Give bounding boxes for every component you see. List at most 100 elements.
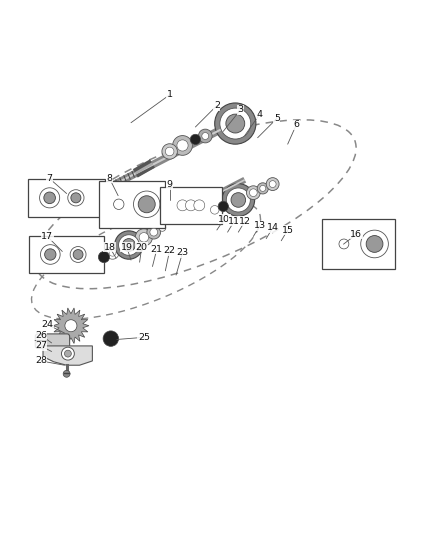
Text: 18: 18 <box>103 243 116 252</box>
Circle shape <box>173 135 192 155</box>
Circle shape <box>190 134 201 144</box>
Circle shape <box>177 140 188 151</box>
Text: 28: 28 <box>35 357 47 366</box>
Text: 15: 15 <box>282 225 293 235</box>
Circle shape <box>64 350 71 357</box>
Circle shape <box>64 186 88 209</box>
Circle shape <box>260 185 266 191</box>
Circle shape <box>339 239 349 249</box>
Circle shape <box>139 232 148 242</box>
Circle shape <box>177 200 188 211</box>
Circle shape <box>180 195 201 215</box>
PathPatch shape <box>43 346 92 365</box>
Circle shape <box>266 177 279 190</box>
Bar <box>322 219 395 269</box>
Circle shape <box>119 235 139 255</box>
Circle shape <box>138 196 155 213</box>
Text: 22: 22 <box>164 246 176 255</box>
Circle shape <box>194 200 205 211</box>
Text: 13: 13 <box>254 221 266 230</box>
Circle shape <box>113 199 124 209</box>
Polygon shape <box>53 308 89 343</box>
Circle shape <box>36 184 64 212</box>
Circle shape <box>257 183 268 194</box>
Circle shape <box>218 201 229 212</box>
Circle shape <box>355 224 394 264</box>
Circle shape <box>366 236 383 252</box>
Circle shape <box>115 231 143 259</box>
Circle shape <box>226 114 245 133</box>
Circle shape <box>198 129 212 143</box>
Circle shape <box>106 246 119 259</box>
Circle shape <box>231 192 246 207</box>
Circle shape <box>172 195 193 215</box>
Circle shape <box>220 108 251 139</box>
Circle shape <box>123 239 135 252</box>
Text: 4: 4 <box>257 110 263 119</box>
Bar <box>29 236 104 273</box>
Circle shape <box>65 320 77 332</box>
Text: 26: 26 <box>35 330 47 340</box>
Text: 7: 7 <box>46 174 53 183</box>
Text: 3: 3 <box>237 106 244 114</box>
Circle shape <box>134 191 160 217</box>
Text: 14: 14 <box>267 223 279 232</box>
FancyBboxPatch shape <box>35 334 70 349</box>
Circle shape <box>99 252 110 263</box>
Circle shape <box>71 193 81 203</box>
Text: 2: 2 <box>214 101 220 110</box>
Circle shape <box>44 192 56 204</box>
Circle shape <box>162 144 177 159</box>
Circle shape <box>166 147 174 156</box>
Circle shape <box>67 243 89 266</box>
Circle shape <box>361 230 389 258</box>
Text: 23: 23 <box>177 248 189 257</box>
Bar <box>99 181 166 228</box>
Circle shape <box>185 200 196 211</box>
Circle shape <box>215 103 256 144</box>
Text: 12: 12 <box>239 217 251 226</box>
Circle shape <box>135 229 152 246</box>
Text: 17: 17 <box>41 232 53 241</box>
Circle shape <box>202 133 208 140</box>
Circle shape <box>73 249 83 260</box>
Text: 20: 20 <box>136 243 148 252</box>
Circle shape <box>109 249 116 256</box>
Text: 1: 1 <box>166 90 173 99</box>
Circle shape <box>63 370 70 377</box>
Text: 27: 27 <box>35 342 47 350</box>
Text: 19: 19 <box>121 243 133 252</box>
Circle shape <box>45 249 56 260</box>
Bar <box>28 179 105 217</box>
Circle shape <box>250 189 257 197</box>
Circle shape <box>68 190 84 206</box>
Polygon shape <box>329 230 359 259</box>
Text: 11: 11 <box>228 217 240 226</box>
Text: 8: 8 <box>106 174 113 183</box>
Text: 10: 10 <box>218 215 230 224</box>
Circle shape <box>189 195 209 215</box>
Circle shape <box>39 188 60 208</box>
Circle shape <box>269 181 276 188</box>
Circle shape <box>247 186 260 199</box>
Circle shape <box>226 188 251 212</box>
Circle shape <box>61 347 74 360</box>
Circle shape <box>150 228 158 236</box>
Circle shape <box>70 247 86 262</box>
Text: 16: 16 <box>350 230 362 239</box>
Circle shape <box>40 245 60 264</box>
Circle shape <box>159 224 166 231</box>
Polygon shape <box>103 189 134 220</box>
Text: 5: 5 <box>274 114 280 123</box>
Bar <box>160 187 222 223</box>
Circle shape <box>128 185 166 223</box>
Circle shape <box>37 241 64 268</box>
Circle shape <box>147 225 161 239</box>
Text: 21: 21 <box>151 245 163 254</box>
Text: 25: 25 <box>138 333 150 342</box>
Text: 6: 6 <box>293 120 299 130</box>
Circle shape <box>210 206 219 214</box>
Circle shape <box>103 331 119 346</box>
Text: 24: 24 <box>41 320 53 329</box>
Text: 9: 9 <box>166 181 173 189</box>
